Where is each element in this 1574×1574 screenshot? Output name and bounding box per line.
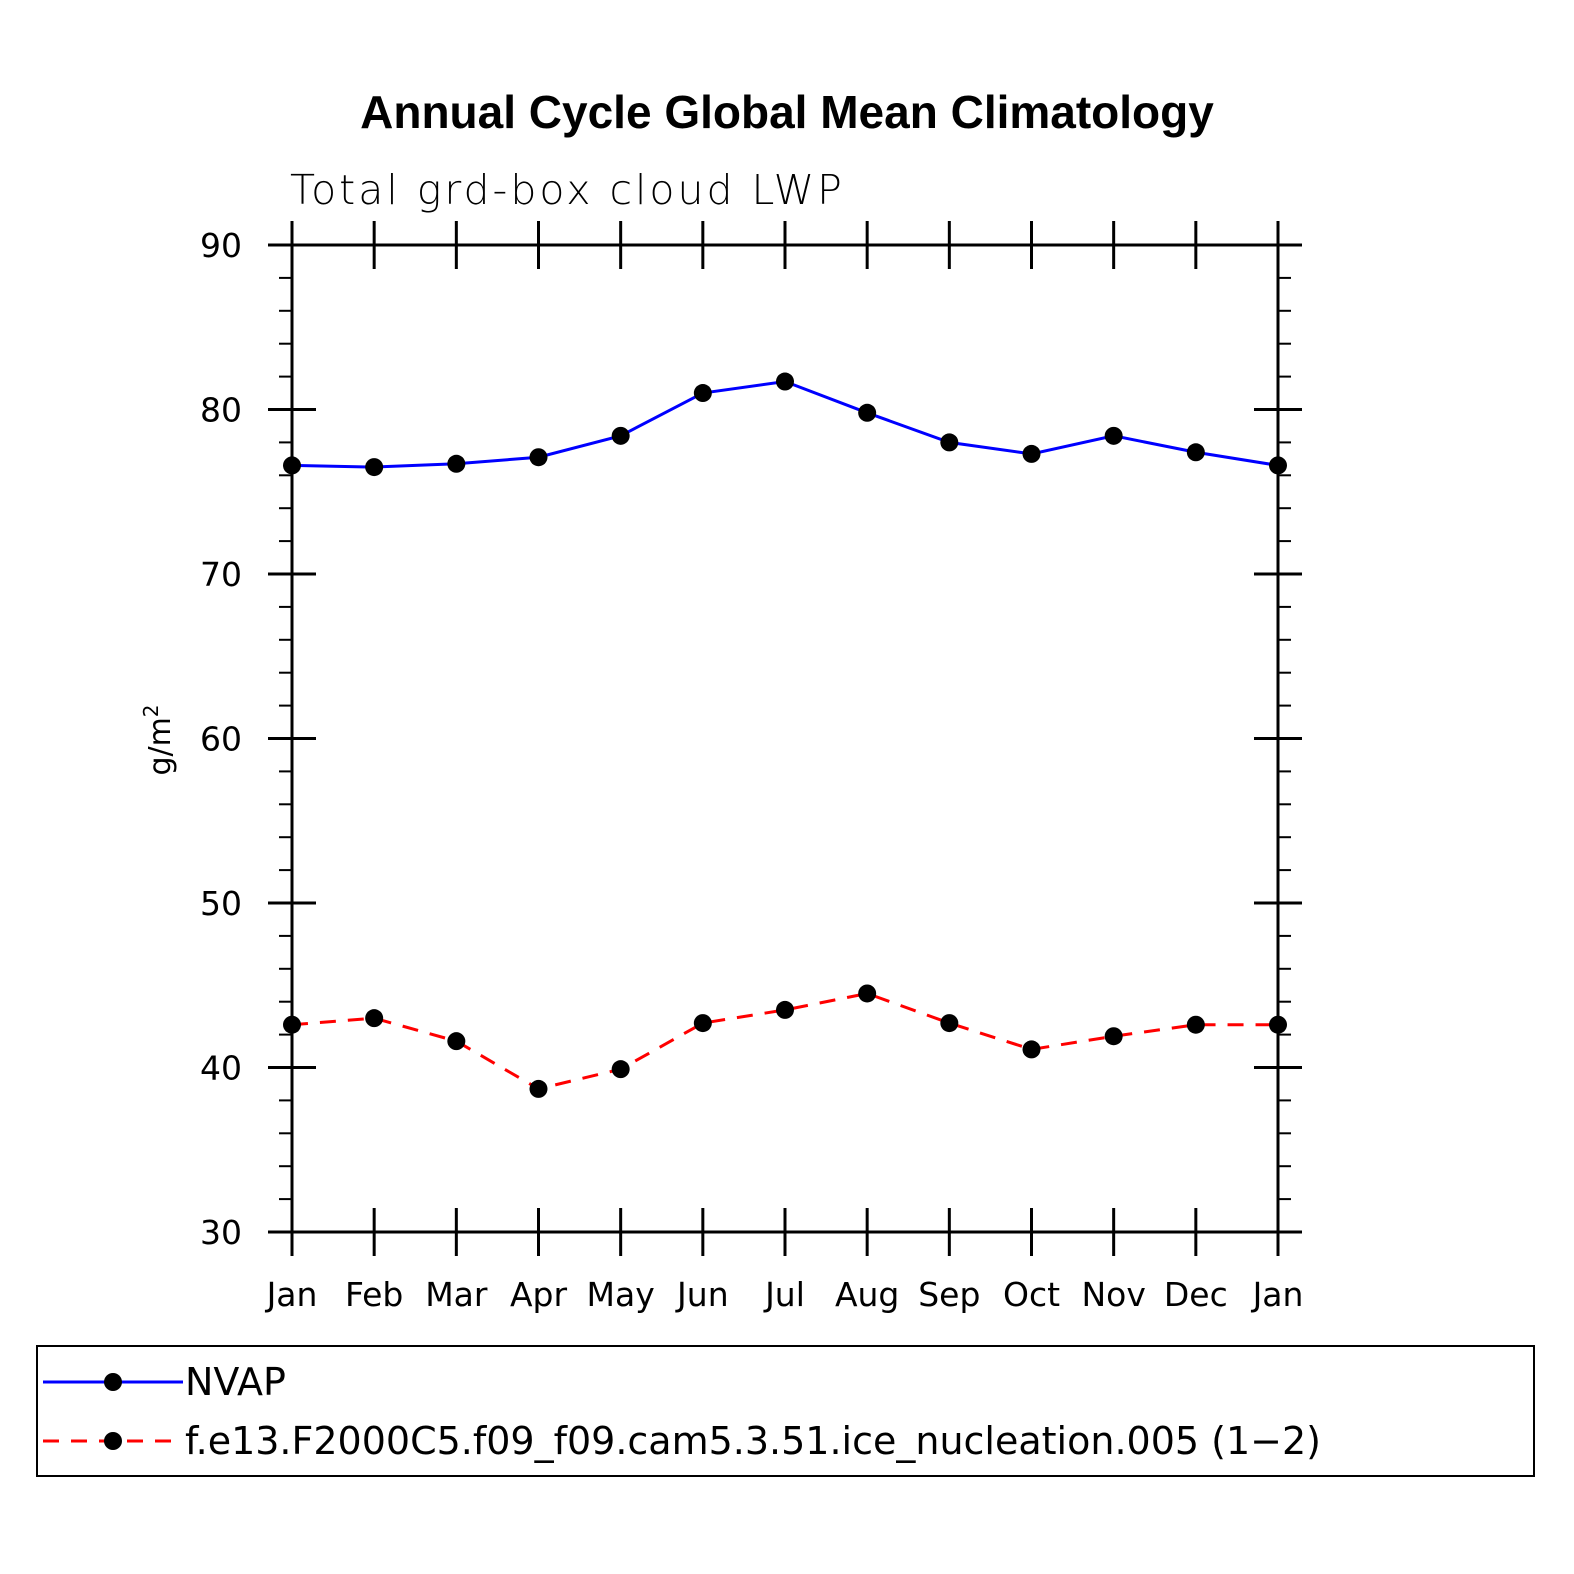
y-axis-label-exponent: 2 — [139, 704, 163, 717]
data-point — [1104, 1027, 1123, 1046]
x-tick-label: Oct — [1003, 1275, 1060, 1314]
data-point — [365, 458, 384, 477]
data-point — [1269, 1015, 1287, 1034]
data-point — [283, 456, 301, 475]
data-point — [858, 984, 877, 1003]
series-2 — [283, 984, 1287, 1098]
y-tick-label: 80 — [200, 391, 242, 430]
x-tick-label: Nov — [1081, 1275, 1145, 1314]
data-point — [611, 426, 630, 445]
series-layer — [283, 372, 1287, 1098]
x-tick-label: Aug — [835, 1275, 899, 1314]
legend-entry-1: NVAP — [43, 1360, 286, 1404]
y-tick-label: 60 — [200, 720, 242, 759]
legend-entries: NVAP f.e13.F2000C5.f09_f09.cam5.3.51.ice_… — [43, 1360, 1321, 1463]
data-point — [940, 433, 959, 452]
data-point — [693, 384, 712, 403]
y-axis-label: g/m2 — [139, 704, 178, 775]
data-point — [529, 448, 548, 467]
x-tick-label: Jan — [265, 1275, 318, 1314]
legend-marker — [104, 1373, 122, 1391]
x-tick-label: Apr — [510, 1275, 568, 1314]
data-point — [365, 1009, 384, 1028]
y-tick-label: 50 — [200, 884, 242, 923]
y-tick-labels: 30 40 50 60 70 80 90 — [200, 226, 242, 1252]
legend-box — [36, 1345, 1535, 1477]
data-point — [940, 1014, 959, 1033]
chart-title: Annual Cycle Global Mean Climatology — [360, 86, 1214, 138]
data-point — [1186, 1015, 1205, 1034]
axis-ticks — [268, 221, 1302, 1256]
data-point — [1022, 1040, 1041, 1059]
x-tick-label: Mar — [425, 1275, 488, 1314]
y-tick-label: 40 — [200, 1049, 242, 1088]
x-tick-labels: Jan Feb Mar Apr May Jun Jul Aug Sep Oct Nov Dec Jan — [265, 1275, 1304, 1314]
legend-label: NVAP — [185, 1360, 286, 1404]
x-tick-label: Feb — [345, 1275, 403, 1314]
y-axis-label-unit: g/m — [143, 717, 178, 775]
data-point — [858, 403, 877, 422]
plot-frame — [290, 243, 1280, 1234]
x-tick-label: Jun — [675, 1275, 729, 1314]
y-tick-label: 70 — [200, 555, 242, 594]
legend-label: f.e13.F2000C5.f09_f09.cam5.3.51.ice_nucl… — [185, 1419, 1321, 1463]
data-point — [1186, 443, 1205, 462]
data-point — [611, 1060, 630, 1079]
x-tick-label: May — [587, 1275, 655, 1314]
legend-entry-2: f.e13.F2000C5.f09_f09.cam5.3.51.ice_nucl… — [43, 1419, 1321, 1463]
data-point — [529, 1079, 548, 1098]
data-point — [1269, 456, 1287, 475]
x-tick-label: Dec — [1164, 1275, 1228, 1314]
data-point — [776, 1000, 794, 1019]
data-point — [776, 372, 794, 391]
chart-subtitle: Total grd-box cloud LWP — [290, 166, 845, 214]
legend-marker — [104, 1432, 122, 1450]
data-point — [447, 454, 466, 473]
data-point — [1104, 426, 1123, 445]
legend: NVAP f.e13.F2000C5.f09_f09.cam5.3.51.ice_… — [36, 1345, 1535, 1477]
series-line — [291, 379, 1279, 469]
y-tick-label: 90 — [200, 226, 242, 265]
data-point — [283, 1015, 301, 1034]
data-point — [693, 1014, 712, 1033]
x-tick-label: Jul — [763, 1275, 805, 1314]
x-tick-label: Sep — [918, 1275, 980, 1314]
data-point — [1022, 444, 1041, 463]
series-1 — [283, 372, 1287, 477]
data-point — [447, 1032, 466, 1051]
x-tick-label: Jan — [1251, 1275, 1304, 1314]
y-tick-label: 30 — [200, 1213, 242, 1252]
